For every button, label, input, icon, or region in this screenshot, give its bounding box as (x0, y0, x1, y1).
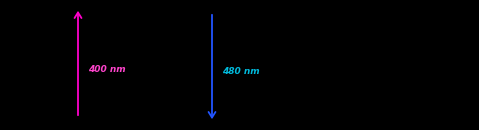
Text: 480 nm: 480 nm (222, 67, 260, 76)
Text: 400 nm: 400 nm (88, 66, 125, 74)
